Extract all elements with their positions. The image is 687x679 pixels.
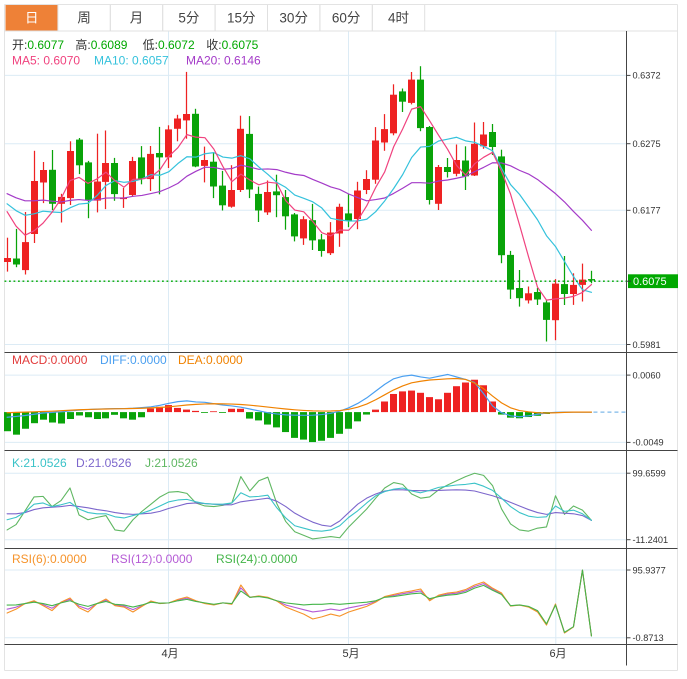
svg-text:J:21.0526: J:21.0526 [145,456,198,470]
svg-text:MA10: 0.6057: MA10: 0.6057 [94,54,169,68]
svg-text:5月: 5月 [342,648,359,660]
svg-text:DIFF:0.0000: DIFF:0.0000 [100,353,167,367]
svg-text:月: 月 [130,11,144,26]
svg-text:高:0.6089: 高:0.6089 [75,37,127,52]
svg-text:0.0060: 0.0060 [633,370,661,380]
svg-text:K:21.0526: K:21.0526 [12,456,67,470]
svg-text:RSI(24):0.0000: RSI(24):0.0000 [216,552,298,566]
svg-text:0.6177: 0.6177 [633,206,661,216]
svg-text:-0.0049: -0.0049 [633,438,664,448]
svg-text:0.6372: 0.6372 [633,71,661,81]
svg-text:15分: 15分 [227,11,256,26]
svg-text:低:0.6072: 低:0.6072 [143,38,195,52]
svg-text:0.6275: 0.6275 [633,139,661,149]
svg-text:4时: 4时 [388,11,409,26]
svg-text:日: 日 [25,11,39,26]
svg-text:MA5: 0.6070: MA5: 0.6070 [12,54,80,68]
svg-text:MA20: 0.6146: MA20: 0.6146 [186,54,261,68]
svg-text:95.9377: 95.9377 [633,565,666,575]
svg-text:RSI(6):0.0000: RSI(6):0.0000 [12,552,87,566]
svg-text:MACD:0.0000: MACD:0.0000 [12,353,88,367]
svg-text:DEA:0.0000: DEA:0.0000 [178,353,243,367]
svg-text:收:0.6075: 收:0.6075 [206,38,258,52]
svg-text:0.6075: 0.6075 [633,276,667,288]
svg-text:6月: 6月 [549,648,566,660]
svg-text:开:0.6077: 开:0.6077 [12,38,64,52]
svg-text:99.6599: 99.6599 [633,469,666,479]
svg-text:周: 周 [77,11,91,26]
svg-text:30分: 30分 [279,11,308,26]
svg-text:-0.8713: -0.8713 [633,633,664,643]
svg-text:60分: 60分 [332,11,361,26]
svg-text:D:21.0526: D:21.0526 [76,456,132,470]
svg-text:RSI(12):0.0000: RSI(12):0.0000 [111,552,193,566]
svg-text:4月: 4月 [161,648,178,660]
svg-text:0.5981: 0.5981 [633,340,661,350]
svg-text:-11.2401: -11.2401 [633,535,669,545]
svg-text:5分: 5分 [178,11,199,26]
